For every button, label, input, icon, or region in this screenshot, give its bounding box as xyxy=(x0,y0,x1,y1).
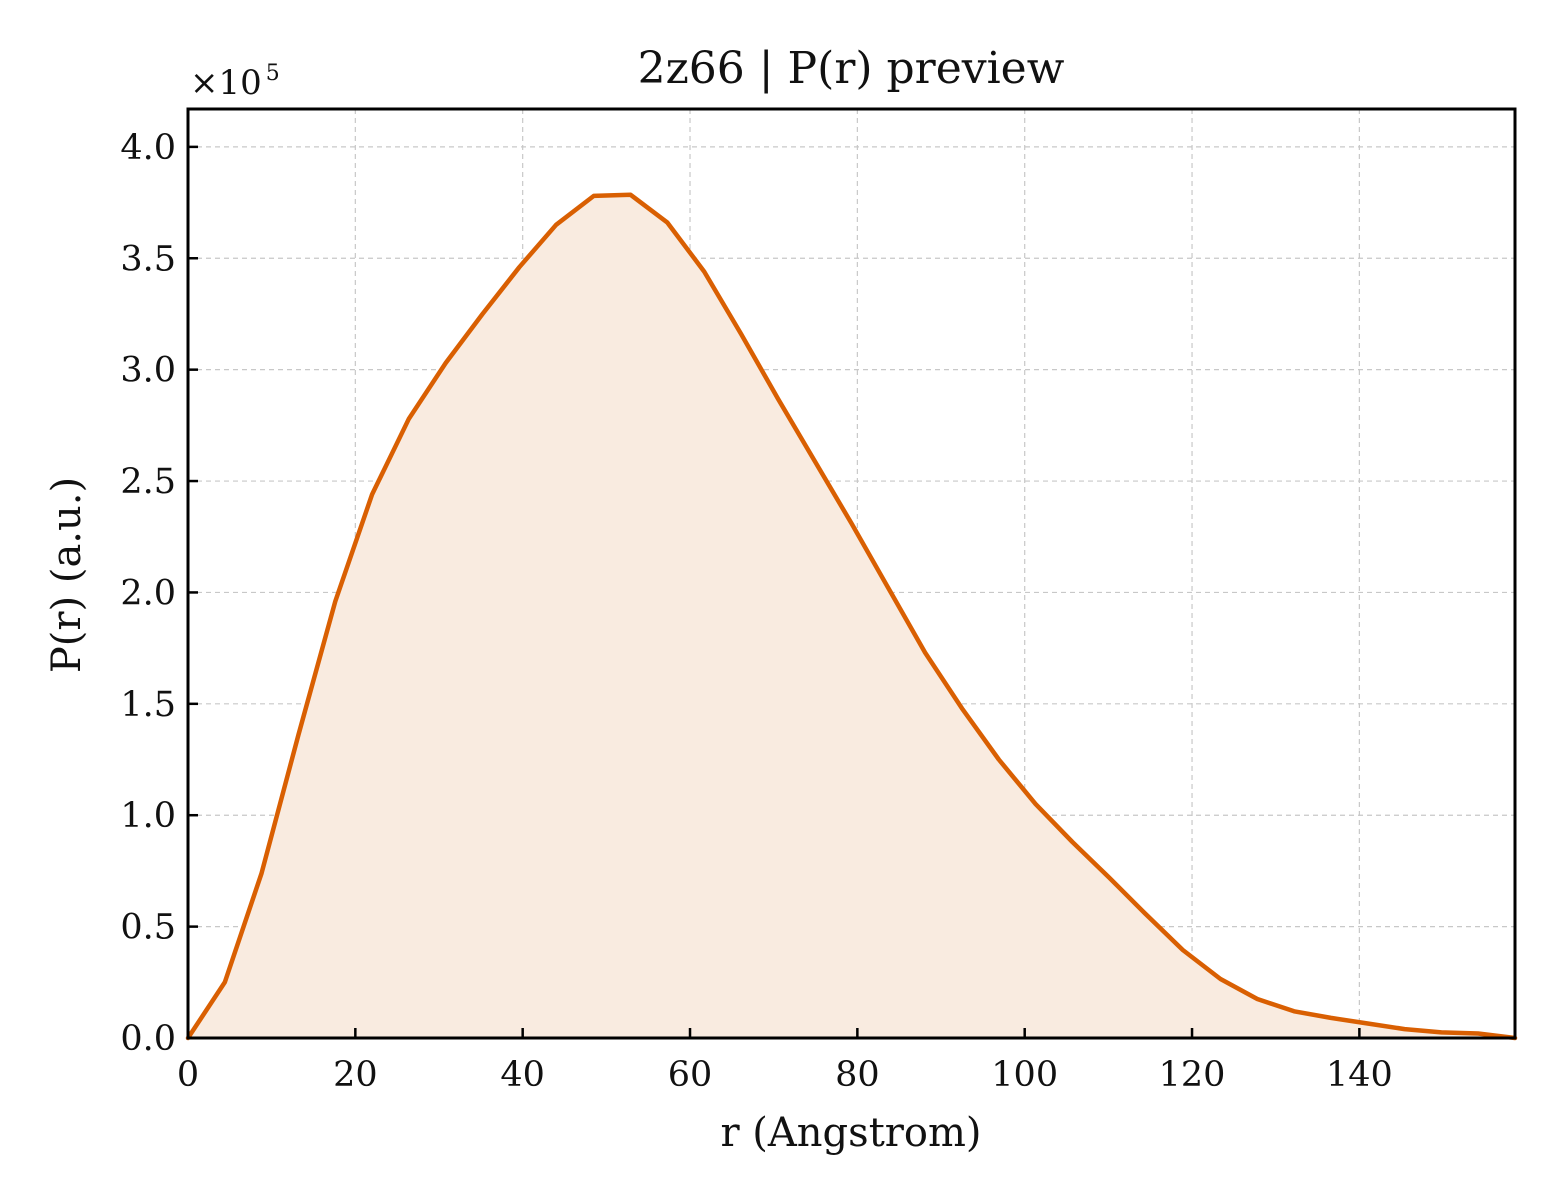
y-tick-label: 3.0 xyxy=(120,351,176,391)
y-axis-label: P(r) (a.u.) xyxy=(44,477,90,673)
x-tick-label: 40 xyxy=(500,1055,545,1095)
pr-series-line xyxy=(185,192,1518,1041)
y-multiplier: ×10 5 xyxy=(190,61,280,103)
plot-frame xyxy=(186,107,1517,1040)
y-tick-label: 2.5 xyxy=(120,462,176,502)
chart-title: 2z66 | P(r) preview xyxy=(638,43,1065,94)
axis-ticks: 0 20 40 60 80 100 120 140 0.0 0.5 1.0 1.5 2.0 2.5 3.0 3… xyxy=(120,128,1392,1095)
y-tick-label: 1.0 xyxy=(120,796,176,836)
x-tick-label: 20 xyxy=(333,1055,378,1095)
x-tick-label: 80 xyxy=(835,1055,880,1095)
x-axis-label: r (Angstrom) xyxy=(720,1110,981,1156)
y-tick-label: 2.0 xyxy=(120,573,176,613)
y-tick-label: 0.5 xyxy=(120,908,176,948)
y-multiplier-base: ×10 xyxy=(190,63,262,103)
y-multiplier-exponent: 5 xyxy=(266,61,280,86)
x-tick-label: 0 xyxy=(177,1055,199,1095)
y-tick-label: 1.5 xyxy=(120,685,176,725)
x-tick-label: 140 xyxy=(1326,1055,1393,1095)
y-tick-label: 3.5 xyxy=(120,239,176,279)
y-tick-label: 0.0 xyxy=(120,1019,176,1059)
pr-area-fill xyxy=(188,194,1515,1039)
x-tick-label: 120 xyxy=(1159,1055,1226,1095)
x-tick-label: 100 xyxy=(991,1055,1058,1095)
y-tick-label: 4.0 xyxy=(120,128,176,168)
x-tick-label: 60 xyxy=(668,1055,713,1095)
